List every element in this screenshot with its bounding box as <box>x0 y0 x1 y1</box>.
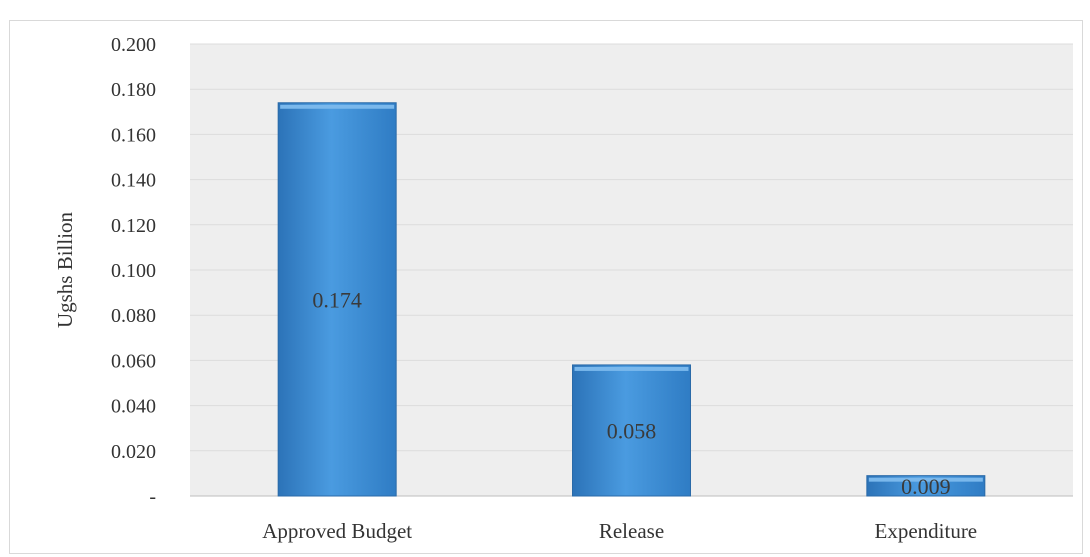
y-tick-label: 0.040 <box>111 396 156 418</box>
y-tick-label: 0.100 <box>111 260 156 282</box>
data-label: 0.009 <box>901 474 951 499</box>
x-axis-labels: Approved Budget Release Expenditure <box>262 519 977 543</box>
y-axis-title: Ugshs Billion <box>53 211 77 328</box>
x-category-label: Approved Budget <box>262 519 412 543</box>
bar-top-highlight <box>868 477 983 482</box>
bar-release <box>572 364 691 497</box>
y-tick-label: - <box>149 486 156 508</box>
y-tick-label: 0.180 <box>111 79 156 101</box>
x-category-label: Release <box>599 519 664 543</box>
y-tick-label: 0.140 <box>111 170 156 192</box>
y-axis-ticks: - 0.020 0.040 0.060 0.080 0.100 0.120 0.140 0.16… <box>111 34 156 508</box>
data-label: 0.174 <box>312 287 362 312</box>
bars: 0.174 0.058 0.009 <box>277 102 986 499</box>
data-label: 0.058 <box>607 418 657 443</box>
bar-top-highlight <box>574 366 689 371</box>
y-tick-label: 0.160 <box>111 124 156 146</box>
bar-top-highlight <box>280 104 395 109</box>
y-tick-label: 0.060 <box>111 350 156 372</box>
y-tick-label: 0.200 <box>111 34 156 56</box>
bar-approved-budget <box>277 102 397 497</box>
x-category-label: Expenditure <box>875 519 978 543</box>
y-tick-label: 0.020 <box>111 441 156 463</box>
y-tick-label: 0.080 <box>111 305 156 327</box>
y-tick-label: 0.120 <box>111 215 156 237</box>
